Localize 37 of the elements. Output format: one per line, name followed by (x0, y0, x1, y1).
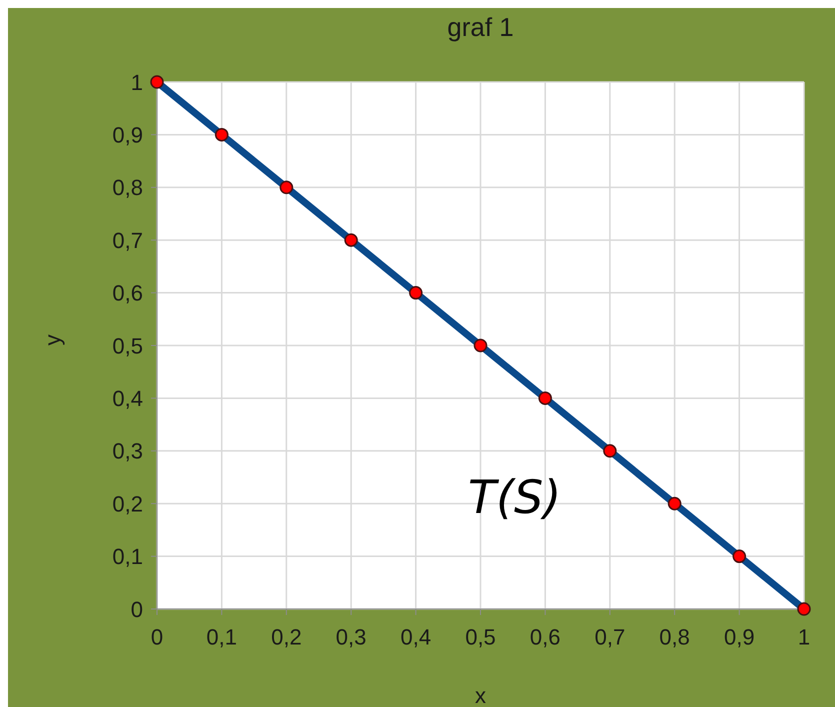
point (214, 128, 228, 142)
x-tick-label: 0,3 (336, 624, 366, 650)
y-tick-label: 0 (130, 596, 143, 622)
y-tick-label: 1 (130, 70, 143, 95)
point (797, 602, 811, 616)
x-tick-label: 1 (798, 624, 810, 650)
point (538, 391, 552, 405)
y-axis-title: y (40, 334, 65, 346)
x-tick-label: 0,5 (465, 624, 496, 650)
point (150, 75, 164, 89)
y-tick-label: 0,9 (112, 122, 143, 148)
point (280, 180, 294, 194)
y-tick-label: 0,8 (112, 175, 143, 200)
point (668, 496, 682, 510)
annotation: T(S) (468, 470, 562, 524)
x-tick-label: 0,7 (594, 624, 626, 650)
y-tick-label: 0,2 (112, 491, 143, 516)
y-tick-label: 0,7 (112, 228, 143, 253)
x-tick-label: 0,4 (400, 624, 432, 650)
y-tick-label: 0,5 (112, 333, 143, 358)
y-tick-label: 0,1 (112, 544, 143, 570)
y-tick-label: 0,6 (112, 280, 143, 306)
point (409, 286, 423, 300)
x-tick-label: 0,8 (659, 624, 690, 650)
point (732, 550, 746, 564)
point (344, 233, 358, 247)
x-tick-label: 0,1 (206, 624, 237, 650)
x-tick-label: 0,9 (724, 624, 755, 650)
point (474, 338, 488, 352)
point (603, 444, 617, 458)
x-tick-label: 0,2 (271, 624, 302, 650)
y-tick-label: 0,3 (112, 438, 143, 464)
chart-title: graf 1 (446, 12, 515, 43)
x-axis-title: x (475, 683, 486, 707)
x-tick-label: 0 (150, 624, 164, 650)
x-tick-label: 0,6 (530, 624, 560, 650)
y-tick-label: 0,4 (112, 386, 143, 412)
